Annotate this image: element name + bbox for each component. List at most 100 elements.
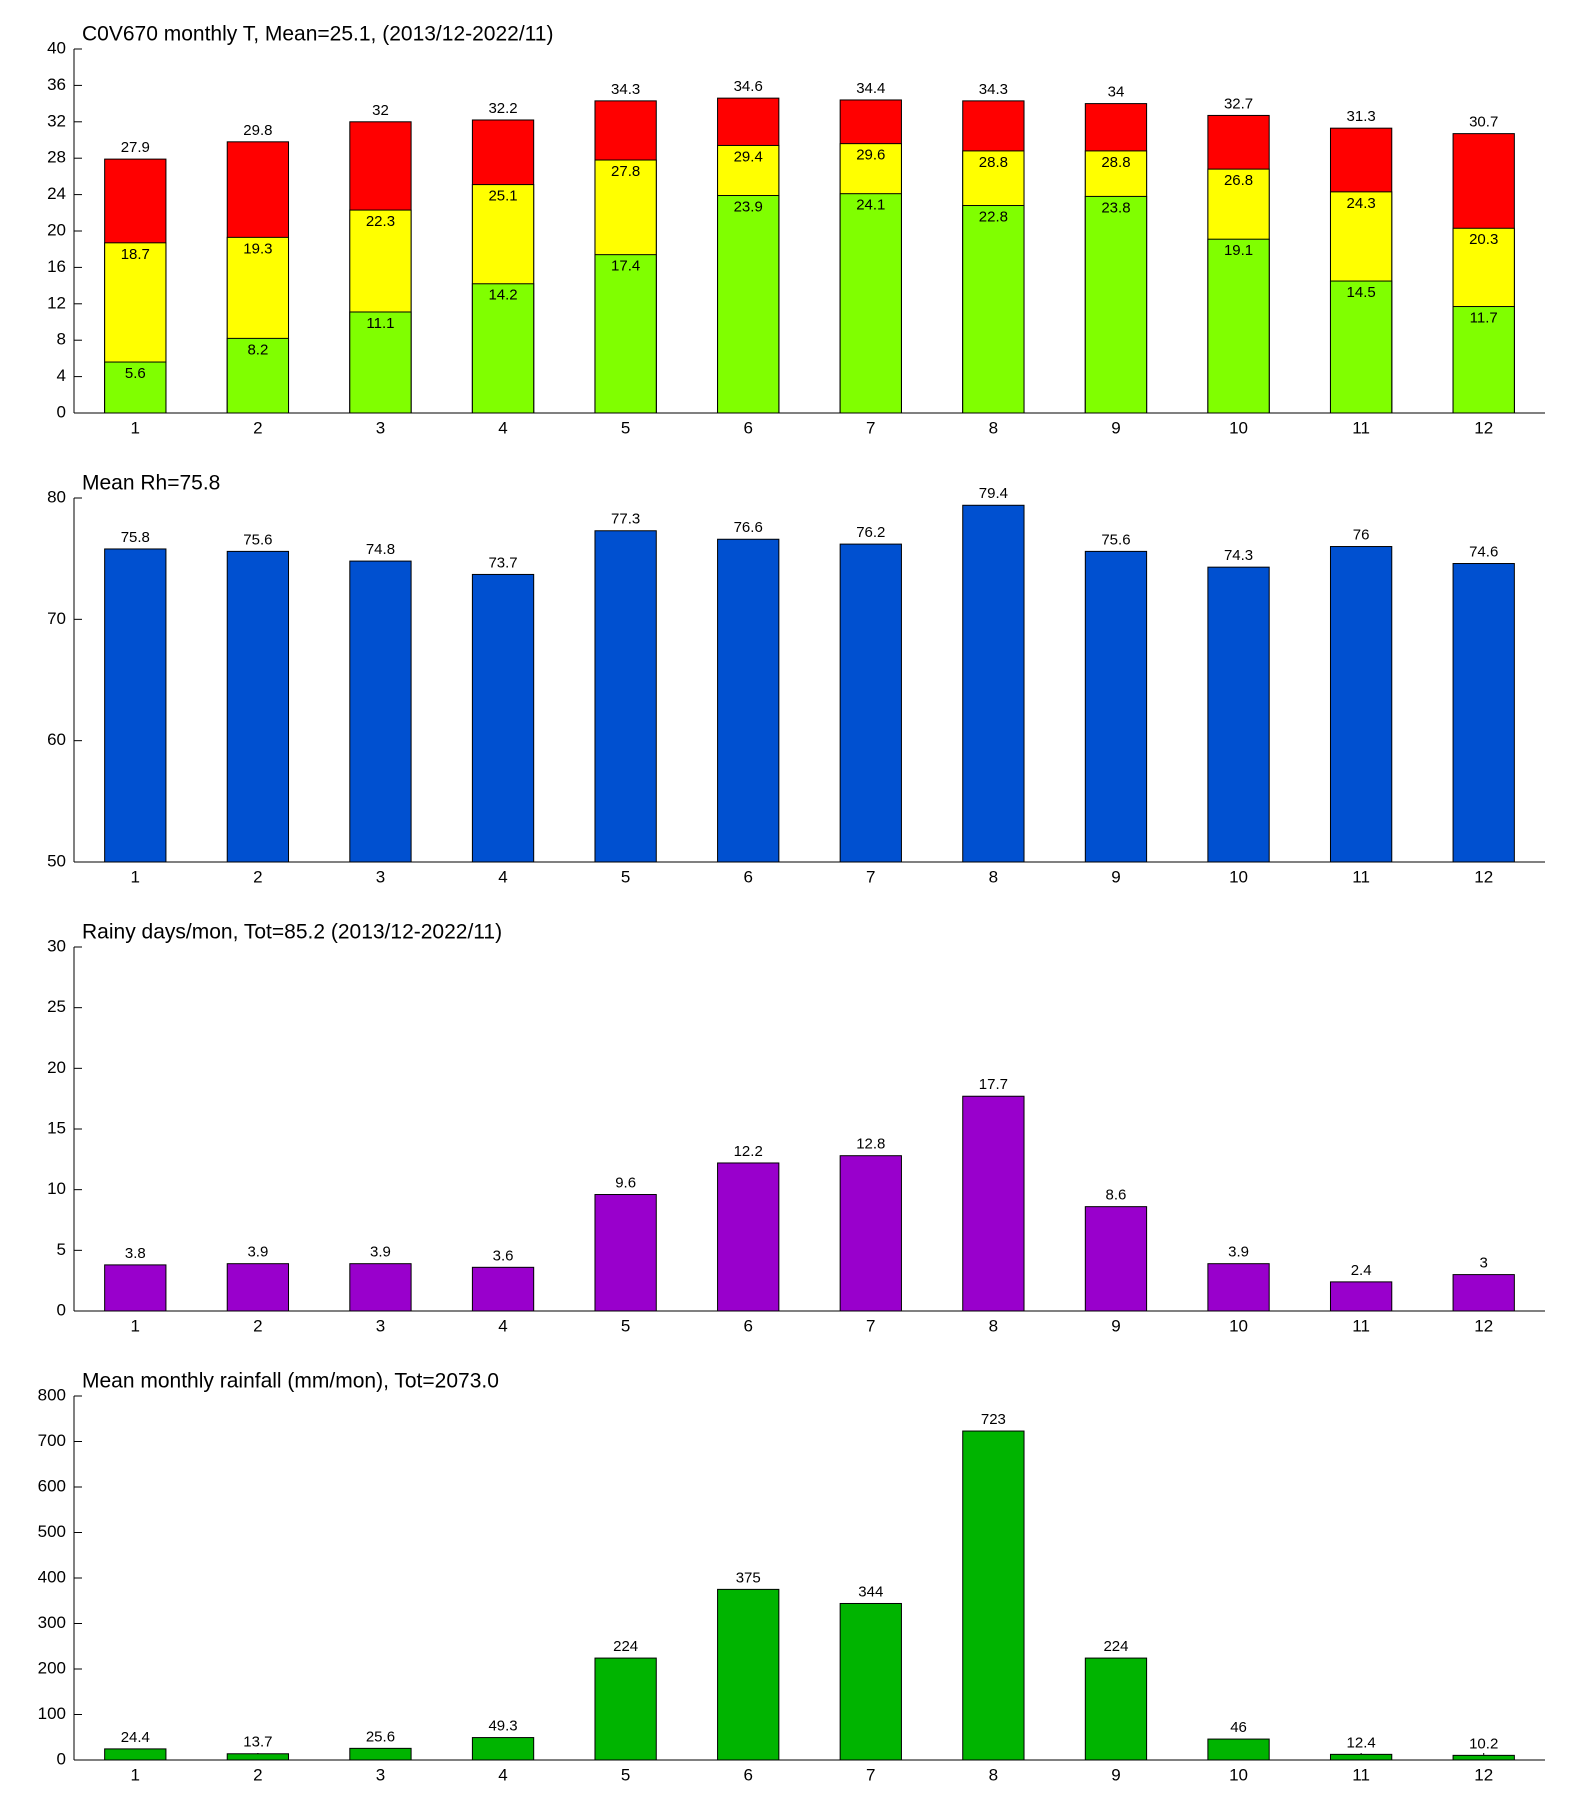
x-tick-label: 1 [131,867,140,886]
y-tick-label: 25 [47,997,66,1016]
y-tick-label: 200 [38,1658,66,1677]
value-label: 75.6 [1101,531,1130,548]
x-tick-label: 11 [1352,418,1370,437]
bar [839,543,902,863]
y-tick-label: 5 [57,1240,66,1259]
x-tick-label: 2 [253,418,262,437]
value-label: 32.2 [488,100,517,117]
x-tick-label: 2 [253,1316,262,1335]
value-label: 34.3 [611,81,640,98]
x-tick-label: 3 [376,1316,385,1335]
x-tick-label: 8 [989,418,998,437]
bar [594,1657,657,1761]
y-tick-label: 12 [47,293,66,312]
x-tick-label: 11 [1352,867,1370,886]
x-tick-label: 11 [1352,1765,1370,1784]
bar [717,538,780,863]
bar [349,560,412,863]
bar [1084,1206,1148,1312]
value-label: 9.6 [615,1174,636,1191]
value-label: 14.5 [1347,284,1376,301]
y-tick-label: 600 [38,1476,66,1495]
y-tick-label: 32 [47,111,66,130]
bar [226,1263,290,1312]
bar [1084,195,1148,414]
bar [962,1095,1025,1312]
y-tick-label: 40 [47,38,66,57]
value-label: 18.7 [121,246,150,263]
value-label: 74.6 [1469,543,1498,560]
value-label: 34.4 [856,80,885,97]
value-label: 29.6 [856,147,885,164]
value-label: 5.6 [125,365,146,382]
value-label: 74.3 [1224,547,1253,564]
value-label: 76 [1353,527,1370,544]
bar [1452,1754,1515,1761]
bar [471,573,535,863]
bar [717,1588,780,1761]
bar [349,1747,412,1761]
value-label: 77.3 [611,511,640,528]
value-label: 224 [1103,1638,1128,1655]
value-label: 76.6 [734,519,763,536]
value-label: 22.8 [979,208,1008,225]
value-label: 46 [1230,1719,1247,1736]
value-label: 28.8 [1101,154,1130,171]
value-label: 8.6 [1106,1187,1127,1204]
chart-title: Mean monthly rainfall (mm/mon), Tot=2073… [82,1370,499,1393]
bar [1084,550,1148,863]
x-tick-label: 7 [866,418,875,437]
x-tick-label: 5 [621,1765,630,1784]
y-tick-label: 300 [38,1613,66,1632]
value-label: 8.2 [247,341,268,358]
x-tick-label: 6 [743,867,752,886]
value-label: 49.3 [488,1718,517,1735]
y-tick-label: 20 [47,220,66,239]
value-label: 23.8 [1101,199,1130,216]
bar [1207,238,1270,414]
value-label: 75.6 [243,531,272,548]
x-tick-label: 3 [376,867,385,886]
x-tick-label: 8 [989,1765,998,1784]
value-label: 25.6 [366,1728,395,1745]
bar [104,548,167,863]
y-tick-label: 50 [47,851,66,870]
value-label: 22.3 [366,213,395,230]
x-tick-label: 9 [1111,1765,1120,1784]
bar [1329,1281,1393,1312]
value-label: 3.9 [1228,1244,1249,1261]
bar [104,361,167,414]
y-tick-label: 60 [47,730,66,749]
bar [594,254,657,414]
value-label: 11.1 [366,315,394,332]
x-tick-label: 3 [376,418,385,437]
value-label: 29.4 [734,148,763,165]
bar [1452,563,1515,863]
value-label: 28.8 [979,154,1008,171]
value-label: 20.3 [1469,231,1498,248]
value-label: 3.9 [247,1244,268,1261]
x-tick-label: 12 [1474,867,1493,886]
value-label: 32.7 [1224,95,1253,112]
bar [1329,280,1393,414]
x-tick-label: 9 [1111,418,1120,437]
y-tick-label: 0 [57,1300,66,1319]
x-tick-label: 1 [131,1316,140,1335]
x-tick-label: 10 [1229,1765,1248,1784]
x-tick-label: 3 [376,1765,385,1784]
value-label: 19.1 [1224,242,1253,259]
value-label: 3.8 [125,1245,146,1262]
x-tick-label: 10 [1229,1316,1248,1335]
value-label: 73.7 [488,554,517,571]
y-tick-label: 30 [47,936,66,955]
y-tick-label: 15 [47,1118,66,1137]
value-label: 24.1 [856,197,885,214]
bar [349,1263,412,1312]
y-tick-label: 0 [57,402,66,421]
x-tick-label: 6 [743,1316,752,1335]
value-label: 29.8 [243,122,272,139]
x-tick-label: 1 [131,418,140,437]
bar [717,1162,780,1312]
value-label: 34.3 [979,81,1008,98]
